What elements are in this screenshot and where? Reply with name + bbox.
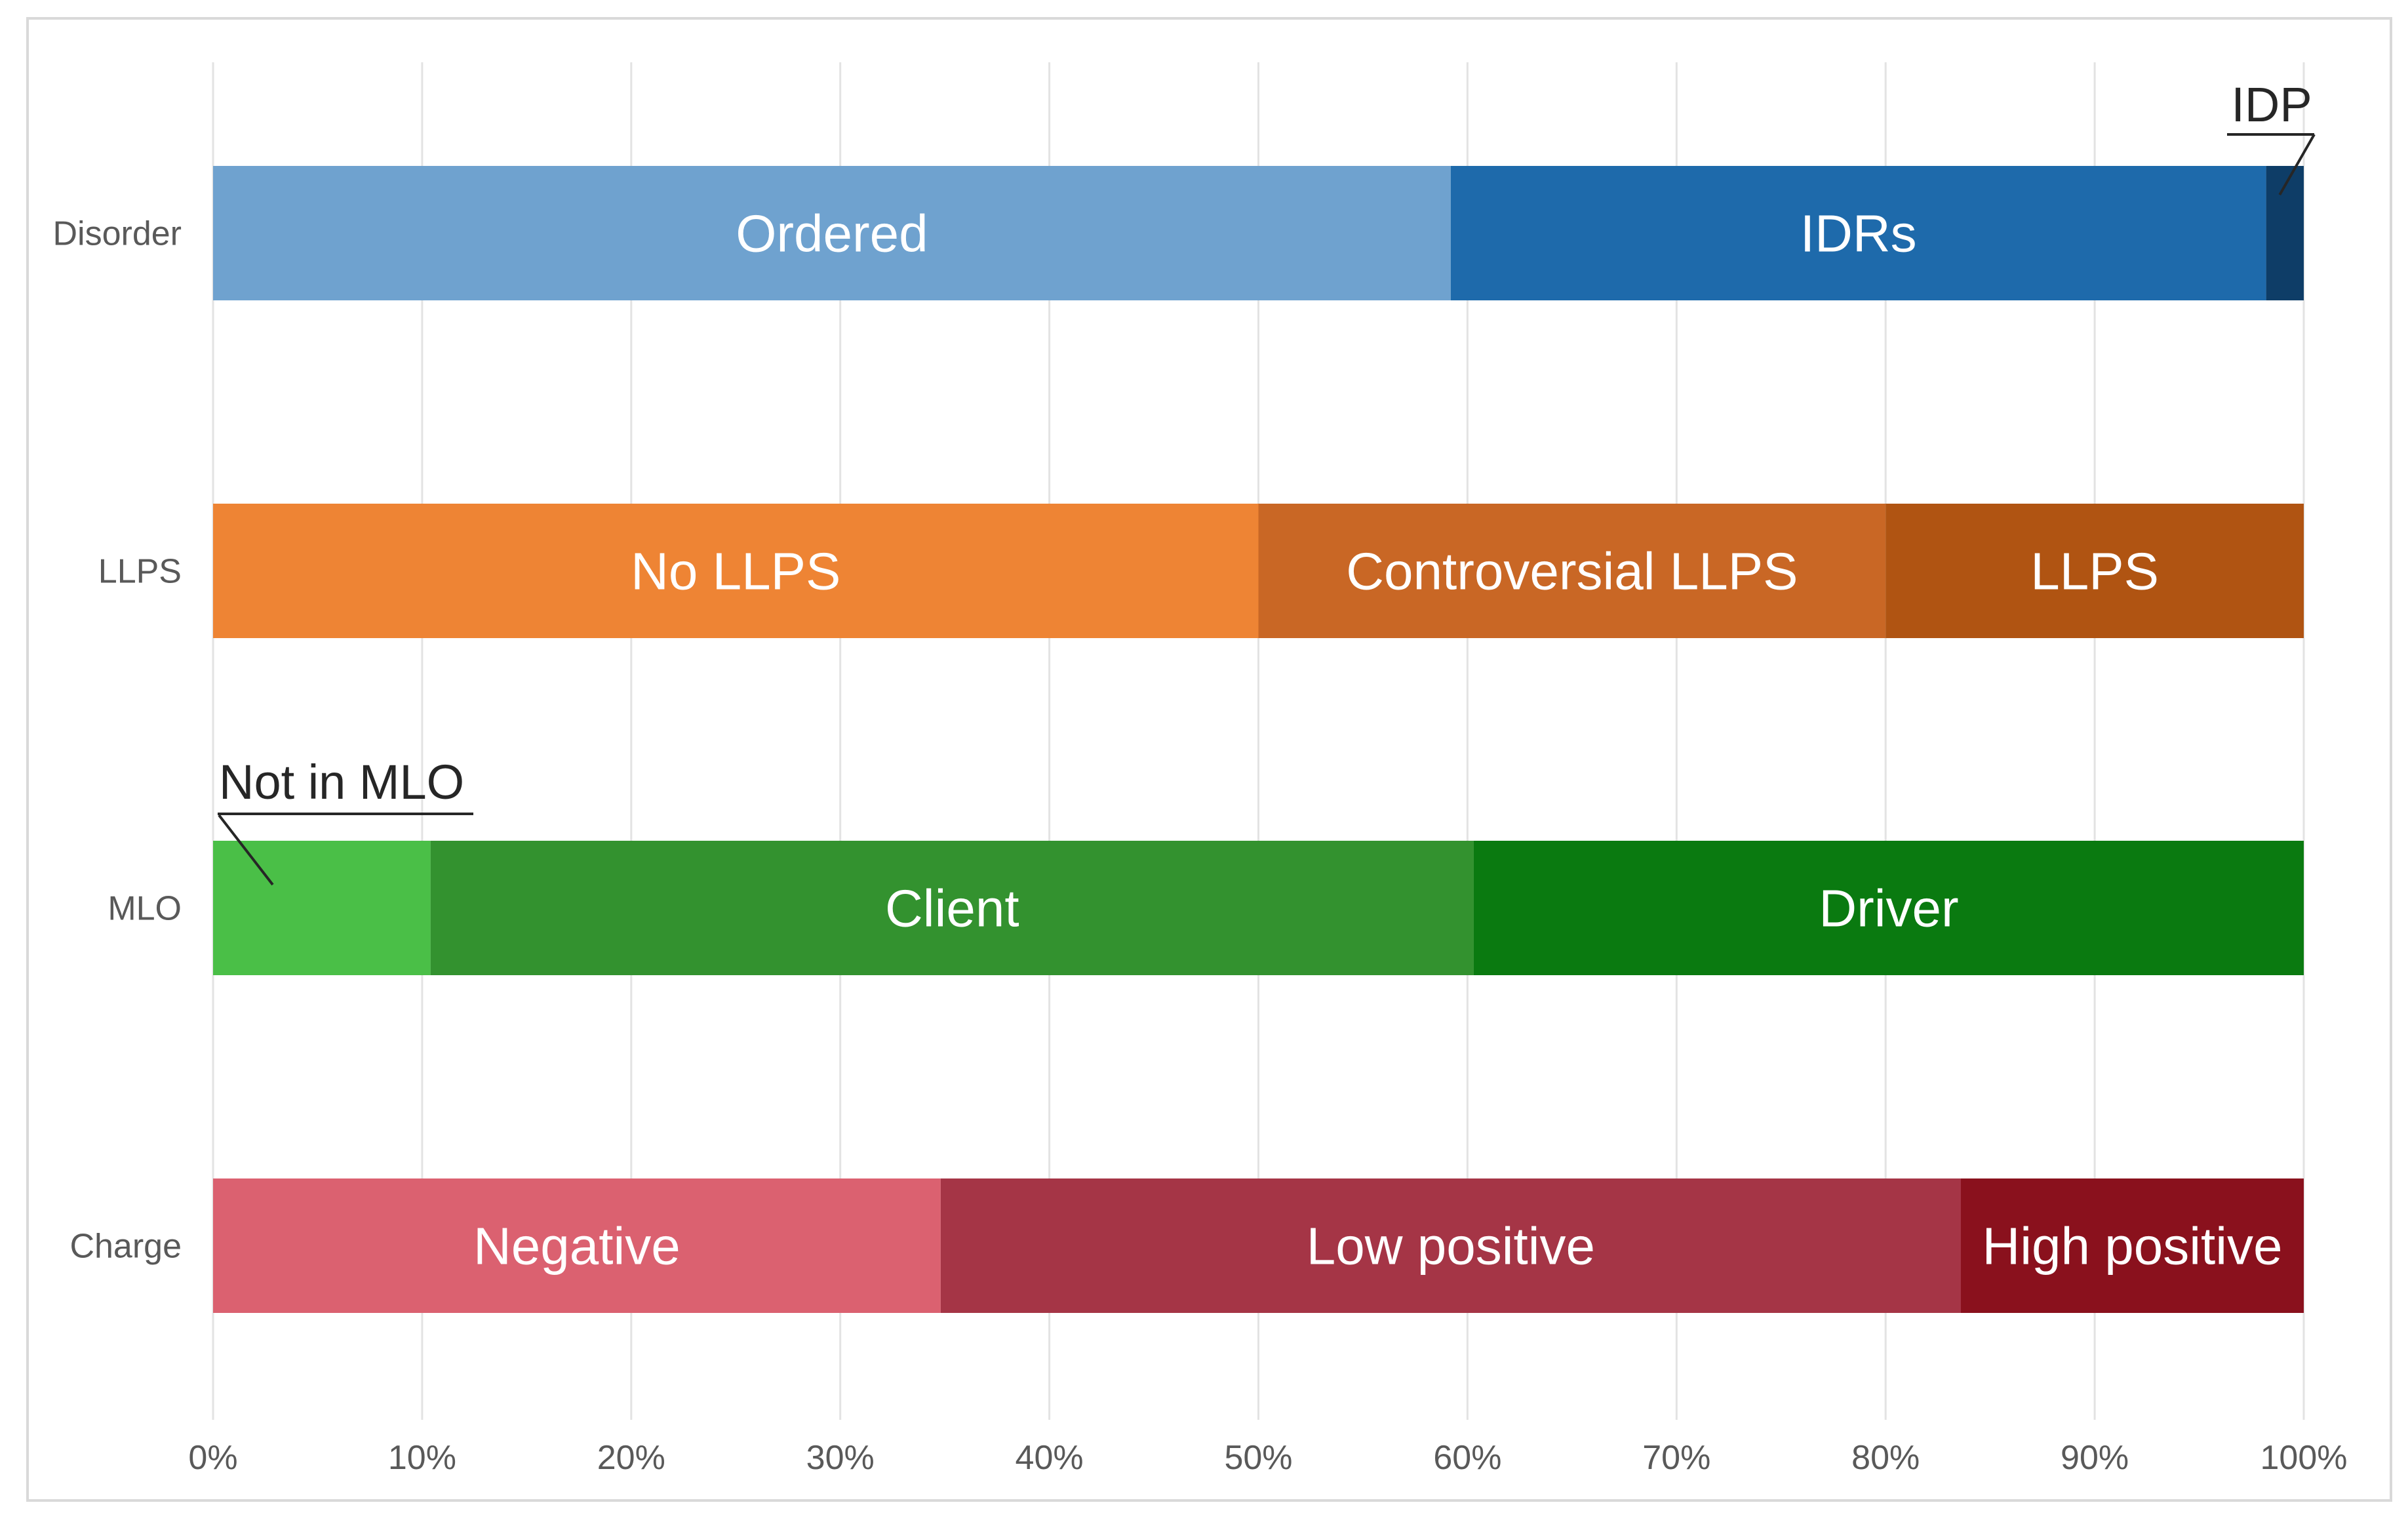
segment-label-driver: Driver	[1819, 879, 1958, 938]
x-tick-label-90pct: 90%	[2061, 1439, 2129, 1477]
x-tick-label-70pct: 70%	[1642, 1439, 1710, 1477]
bar-segment-disorder-idrs	[1450, 166, 2266, 300]
bar-segment-mlo-driver	[1473, 841, 2304, 975]
bars	[213, 166, 2304, 1313]
callout-leader-idp	[2278, 134, 2316, 195]
x-tick-label-40pct: 40%	[1016, 1439, 1084, 1477]
segment-label-ordered: Ordered	[736, 205, 928, 263]
bar-segment-llps-llps	[1885, 504, 2304, 638]
bar-segment-mlo-client	[430, 841, 1474, 975]
x-tick-label-10pct: 10%	[388, 1439, 456, 1477]
x-tick-label-80pct: 80%	[1851, 1439, 1920, 1477]
segment-label-controversial-llps: Controversial LLPS	[1346, 542, 1798, 601]
bar-segment-mlo-not-in-mlo	[213, 841, 431, 975]
callout-label-idp: IDP	[2231, 77, 2312, 132]
category-label-llps: LLPS	[98, 553, 182, 591]
bar-segment-disorder-ordered	[213, 166, 1451, 300]
labels: 0% 10% 20% 30% 40% 50% 60% 70% 80% 90% 100% Disorde…	[53, 77, 2348, 1477]
callout-label-not-in-mlo: Not in MLO	[219, 755, 464, 809]
bar-segment-charge-low-positive	[940, 1178, 1962, 1313]
category-label-charge: Charge	[69, 1228, 182, 1266]
x-tick-label-0pct: 0%	[188, 1439, 237, 1477]
segment-label-no-llps: No LLPS	[631, 542, 840, 601]
callout-leader-not-in-mlo	[218, 814, 274, 886]
bar-segment-disorder-idp	[2266, 166, 2304, 300]
bar-segment-llps-controversial-llps	[1258, 504, 1886, 638]
segment-label-client: Client	[885, 879, 1019, 938]
x-tick-label-60pct: 60%	[1433, 1439, 1501, 1477]
category-label-disorder: Disorder	[53, 215, 182, 253]
segment-label-llps: LLPS	[2030, 542, 2159, 601]
bar-segment-charge-negative	[213, 1178, 941, 1313]
segment-label-negative: Negative	[473, 1217, 681, 1276]
segment-label-low-positive: Low positive	[1307, 1217, 1595, 1276]
x-tick-label-30pct: 30%	[806, 1439, 875, 1477]
x-tick-label-100pct: 100%	[2260, 1439, 2348, 1477]
bar-segment-charge-high-positive	[1961, 1178, 2304, 1313]
x-tick-label-50pct: 50%	[1224, 1439, 1292, 1477]
category-label-mlo: MLO	[108, 890, 182, 928]
segment-label-high-positive: High positive	[1982, 1217, 2282, 1276]
segment-label-idrs: IDRs	[1800, 205, 1917, 263]
bar-segment-llps-no-llps	[213, 504, 1259, 638]
x-tick-label-20pct: 20%	[597, 1439, 665, 1477]
